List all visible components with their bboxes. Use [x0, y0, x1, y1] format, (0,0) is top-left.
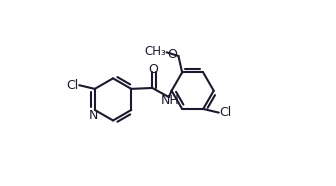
Text: O: O [167, 48, 177, 61]
Text: Cl: Cl [220, 106, 232, 119]
Text: CH₃: CH₃ [144, 45, 166, 58]
Text: NH: NH [160, 94, 179, 107]
Text: O: O [148, 63, 158, 76]
Text: N: N [88, 109, 98, 122]
Text: Cl: Cl [66, 79, 78, 92]
